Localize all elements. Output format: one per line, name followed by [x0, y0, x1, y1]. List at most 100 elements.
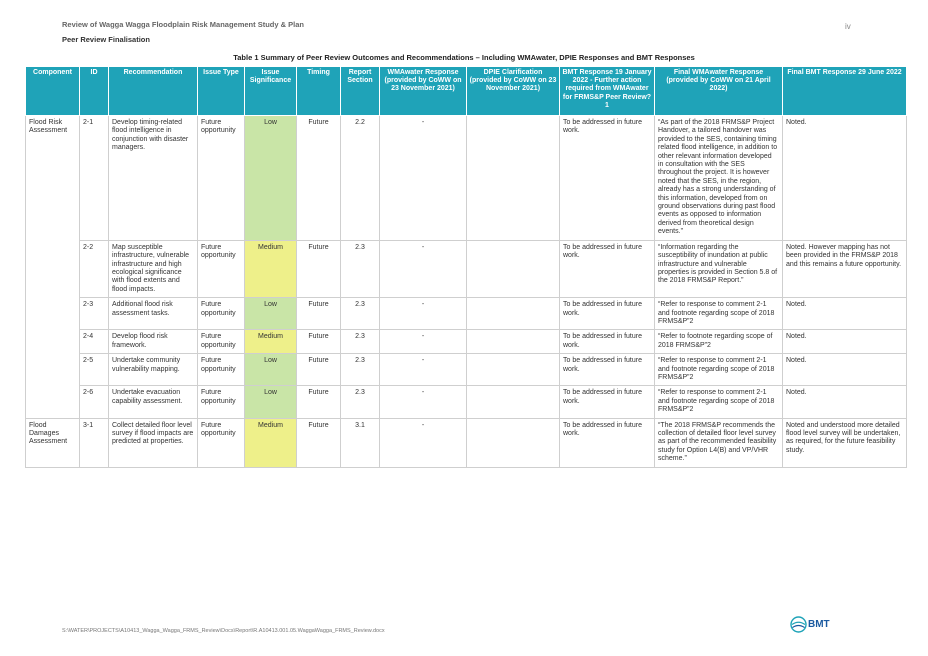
significance-cell: Medium — [244, 417, 297, 468]
significance-cell: Low — [244, 115, 297, 241]
wma-response-cell: - — [379, 329, 467, 355]
section-cell: 2.3 — [340, 239, 380, 299]
col-bmt-response: BMT Response 19 January 2022 - Further a… — [559, 66, 655, 116]
issue-type-cell: Future opportunity — [197, 115, 245, 241]
significance-cell: Low — [244, 353, 297, 387]
col-timing: Timing — [296, 66, 341, 116]
significance-cell: Low — [244, 297, 297, 331]
table-caption: Table 1 Summary of Peer Review Outcomes … — [233, 53, 695, 62]
final-bmt-cell: Noted. However mapping has not been prov… — [782, 239, 907, 299]
dpie-cell — [466, 115, 560, 241]
issue-type-cell: Future opportunity — [197, 297, 245, 331]
bmt-response-cell: To be addressed in future work. — [559, 239, 655, 299]
table-row: 2-2 Map susceptible infrastructure, vuln… — [26, 239, 907, 299]
bmt-response-cell: To be addressed in future work. — [559, 329, 655, 355]
id-cell: 2-2 — [79, 239, 109, 299]
wma-response-cell: - — [379, 239, 467, 299]
final-bmt-cell: Noted. — [782, 329, 907, 355]
component-cell: Flood Risk Assessment — [25, 115, 80, 419]
recommendation-cell: Undertake community vulnerability mappin… — [108, 353, 198, 387]
timing-cell: Future — [296, 353, 341, 387]
id-cell: 3-1 — [79, 417, 109, 468]
issue-type-cell: Future opportunity — [197, 329, 245, 355]
final-bmt-cell: Noted. — [782, 353, 907, 387]
table-header-row: Component ID Recommendation Issue Type I… — [25, 66, 907, 116]
recommendation-cell: Undertake evacuation capability assessme… — [108, 385, 198, 419]
id-cell: 2-1 — [79, 115, 109, 241]
col-issue-type: Issue Type — [197, 66, 245, 116]
id-cell: 2-6 — [79, 385, 109, 419]
final-bmt-cell: Noted. — [782, 297, 907, 331]
section-cell: 2.3 — [340, 385, 380, 419]
table-row: 2-4 Develop flood risk framework. Future… — [26, 329, 907, 355]
col-component: Component — [25, 66, 80, 116]
recommendation-cell: Additional flood risk assessment tasks. — [108, 297, 198, 331]
col-report-section: Report Section — [340, 66, 380, 116]
id-cell: 2-4 — [79, 329, 109, 355]
significance-cell: Medium — [244, 239, 297, 299]
dpie-cell — [466, 329, 560, 355]
wma-response-cell: - — [379, 417, 467, 468]
recommendation-cell: Map susceptible infrastructure, vulnerab… — [108, 239, 198, 299]
col-final-bmt-response: Final BMT Response 29 June 2022 — [782, 66, 907, 116]
timing-cell: Future — [296, 239, 341, 299]
bmt-response-cell: To be addressed in future work. — [559, 353, 655, 387]
bmt-response-cell: To be addressed in future work. — [559, 297, 655, 331]
final-wma-cell: “As part of the 2018 FRMS&P Project Hand… — [654, 115, 783, 241]
wma-response-cell: - — [379, 297, 467, 331]
wma-response-cell: - — [379, 353, 467, 387]
issue-type-cell: Future opportunity — [197, 239, 245, 299]
col-id: ID — [79, 66, 109, 116]
significance-cell: Medium — [244, 329, 297, 355]
id-cell: 2-5 — [79, 353, 109, 387]
issue-type-cell: Future opportunity — [197, 417, 245, 468]
table-row: 2-3 Additional flood risk assessment tas… — [26, 297, 907, 331]
bmt-response-cell: To be addressed in future work. — [559, 417, 655, 468]
final-wma-cell: “Refer to footnote regarding scope of 20… — [654, 329, 783, 355]
issue-type-cell: Future opportunity — [197, 385, 245, 419]
section-cell: 3.1 — [340, 417, 380, 468]
timing-cell: Future — [296, 329, 341, 355]
col-recommendation: Recommendation — [108, 66, 198, 116]
section-cell: 2.3 — [340, 353, 380, 387]
bmt-globe-icon — [790, 616, 807, 633]
dpie-cell — [466, 353, 560, 387]
final-wma-cell: “Information regarding the susceptibilit… — [654, 239, 783, 299]
bmt-logo: BMT — [790, 616, 836, 634]
wma-response-cell: - — [379, 115, 467, 241]
recommendation-cell: Develop flood risk framework. — [108, 329, 198, 355]
table-row: 2-6 Undertake evacuation capability asse… — [26, 385, 907, 419]
final-wma-cell: “Refer to response to comment 2-1 and fo… — [654, 297, 783, 331]
timing-cell: Future — [296, 417, 341, 468]
dpie-cell — [466, 239, 560, 299]
table-row: 2-5 Undertake community vulnerability ma… — [26, 353, 907, 387]
table-row: Flood Damages Assessment 3-1 Collect det… — [25, 417, 907, 468]
bmt-response-cell: To be addressed in future work. — [559, 115, 655, 241]
page-number: iv — [845, 22, 851, 31]
section-cell: 2.3 — [340, 297, 380, 331]
final-wma-cell: “Refer to response to comment 2-1 and fo… — [654, 385, 783, 419]
col-wmawater-response: WMAwater Response (provided by CoWW on 2… — [379, 66, 467, 116]
timing-cell: Future — [296, 385, 341, 419]
final-bmt-cell: Noted. — [782, 385, 907, 419]
table-row: Flood Risk Assessment 2-1 Develop timing… — [25, 115, 907, 419]
id-cell: 2-3 — [79, 297, 109, 331]
document-title: Review of Wagga Wagga Floodplain Risk Ma… — [62, 20, 304, 29]
timing-cell: Future — [296, 115, 341, 241]
final-bmt-cell: Noted. — [782, 115, 907, 241]
peer-review-table: Component ID Recommendation Issue Type I… — [25, 66, 907, 468]
section-cell: 2.2 — [340, 115, 380, 241]
timing-cell: Future — [296, 297, 341, 331]
dpie-cell — [466, 417, 560, 468]
component-cell: Flood Damages Assessment — [25, 417, 80, 468]
issue-type-cell: Future opportunity — [197, 353, 245, 387]
col-final-wmawater-response: Final WMAwater Response (provided by CoW… — [654, 66, 783, 116]
recommendation-cell: Collect detailed floor level survey if f… — [108, 417, 198, 468]
final-bmt-cell: Noted and understood more detailed flood… — [782, 417, 907, 468]
col-issue-significance: Issue Significance — [244, 66, 297, 116]
section-cell: 2.3 — [340, 329, 380, 355]
dpie-cell — [466, 297, 560, 331]
dpie-cell — [466, 385, 560, 419]
section-title: Peer Review Finalisation — [62, 35, 150, 44]
file-path-footer: S:\WATER\PROJECTS\A10413_Wagga_Wagga_FRM… — [62, 628, 385, 634]
